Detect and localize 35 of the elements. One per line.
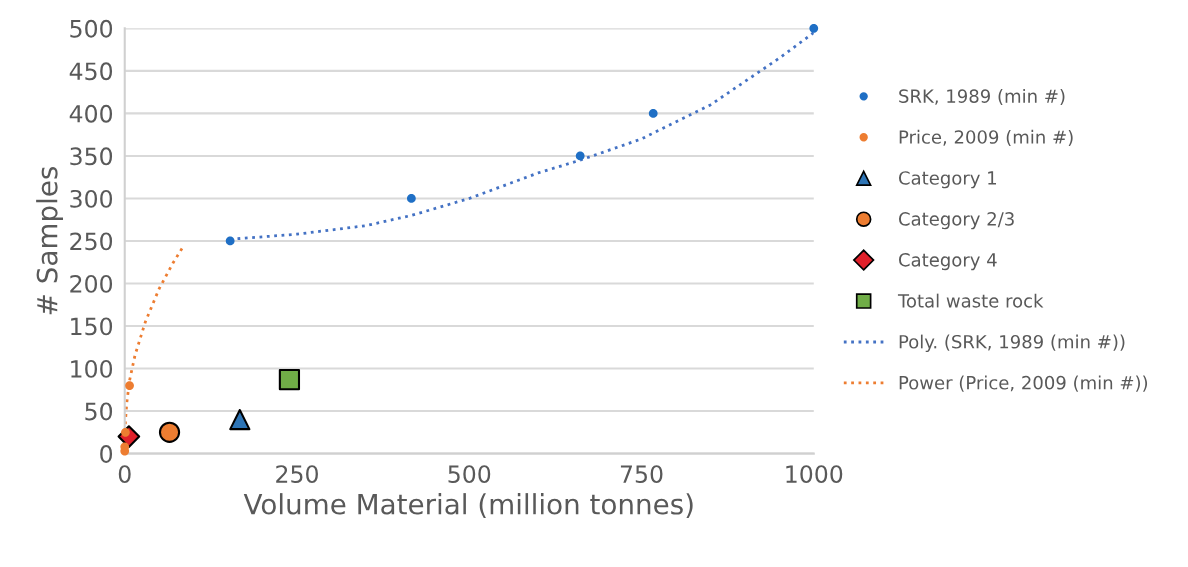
point — [158, 421, 181, 443]
point — [278, 368, 301, 391]
point — [406, 194, 416, 203]
legend-label: Poly. (SRK, 1989 (min #)) — [899, 334, 1125, 353]
point — [648, 109, 658, 118]
y-tick-label: 0 — [100, 445, 113, 463]
y-tick-label: 50 — [85, 402, 113, 421]
x-axis-title: Volume Material (million tonnes) — [243, 493, 693, 518]
x-tick-label: 500 — [448, 465, 491, 483]
point — [125, 381, 134, 390]
legend-label: Category 1 — [898, 171, 997, 189]
y-axis-title: # Samples — [36, 166, 64, 315]
y-tick-label: 400 — [69, 104, 113, 123]
legend-label: Category 4 — [898, 253, 997, 271]
y-tick-label: 450 — [69, 62, 113, 81]
point — [809, 23, 819, 33]
legend-label: Power (Price, 2009 (min #)) — [899, 375, 1148, 392]
y-tick-label: 150 — [71, 317, 113, 336]
y-tick-label: 100 — [71, 360, 113, 378]
y-tick-label: 250 — [70, 232, 113, 251]
y-tick-label: 350 — [70, 147, 113, 166]
x-tick-label: 1000 — [786, 465, 843, 483]
y-tick-label: 200 — [70, 274, 113, 293]
x-tick-label: 0 — [118, 465, 131, 483]
x-tick-label: 750 — [620, 465, 663, 483]
legend-label: Total waste rock — [897, 293, 1044, 308]
point — [575, 151, 585, 161]
point — [225, 236, 235, 246]
legend-label: SRK, 1989 (min #) — [899, 88, 1065, 106]
y-tick-label: 500 — [70, 19, 113, 38]
legend-label: Category 2/3 — [898, 212, 1014, 230]
y-tick-label: 300 — [70, 189, 113, 208]
x-tick-label: 250 — [276, 465, 318, 483]
point — [229, 408, 251, 431]
legend-label: Price, 2009 (min #) — [899, 129, 1073, 146]
